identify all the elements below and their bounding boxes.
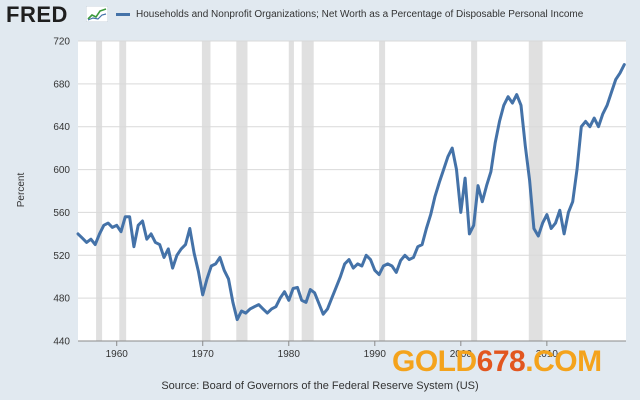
y-tick-label: 600 <box>53 165 70 176</box>
y-tick-label: 680 <box>53 79 70 90</box>
recession-shading-group <box>96 41 543 341</box>
x-tick-label: 1970 <box>192 349 215 360</box>
watermark-part1: GOLD <box>392 345 477 378</box>
source-note: Source: Board of Governors of the Federa… <box>161 380 479 392</box>
y-tick-label: 560 <box>53 208 70 219</box>
fred-sparkline-icon <box>86 6 108 22</box>
plot-background <box>78 41 626 341</box>
recession-band <box>471 41 478 341</box>
watermark: GOLD678.COM <box>392 345 602 379</box>
recession-band <box>201 41 211 341</box>
recession-band <box>288 41 294 341</box>
recession-band <box>379 41 386 341</box>
watermark-part2: 678 <box>476 345 526 378</box>
x-tick-label: 2010 <box>536 349 559 360</box>
recession-band <box>119 41 127 341</box>
y-tick-label: 440 <box>53 337 70 348</box>
recession-band <box>301 41 314 341</box>
series-points <box>77 64 625 320</box>
chart-header: FRED Households and Nonprofit Organizati… <box>0 0 640 28</box>
legend[interactable]: Households and Nonprofit Organizations; … <box>116 9 583 20</box>
legend-swatch <box>116 13 130 16</box>
recession-band <box>96 41 103 341</box>
series-line[interactable] <box>76 63 626 322</box>
x-tick-label: 1960 <box>106 349 129 360</box>
y-axis-ticks: 440 480 520 560 600 640 680 720 <box>53 37 70 348</box>
x-tick-label: 1990 <box>364 349 387 360</box>
watermark-part3: .COM <box>525 345 602 378</box>
x-tick-label: 2000 <box>450 349 473 360</box>
recession-band <box>236 41 248 341</box>
y-tick-label: 640 <box>53 122 70 133</box>
y-axis-label: Percent <box>16 173 27 208</box>
legend-label: Households and Nonprofit Organizations; … <box>136 9 584 20</box>
x-tick-label: 1980 <box>278 349 301 360</box>
y-tick-label: 520 <box>53 251 70 262</box>
fred-logo[interactable]: FRED <box>6 2 68 27</box>
y-tick-label: 720 <box>53 37 70 48</box>
y-tick-label: 480 <box>53 294 70 305</box>
recession-band <box>528 41 543 341</box>
x-axis-ticks: 1960 1970 1980 1990 2000 2010 <box>78 340 626 360</box>
